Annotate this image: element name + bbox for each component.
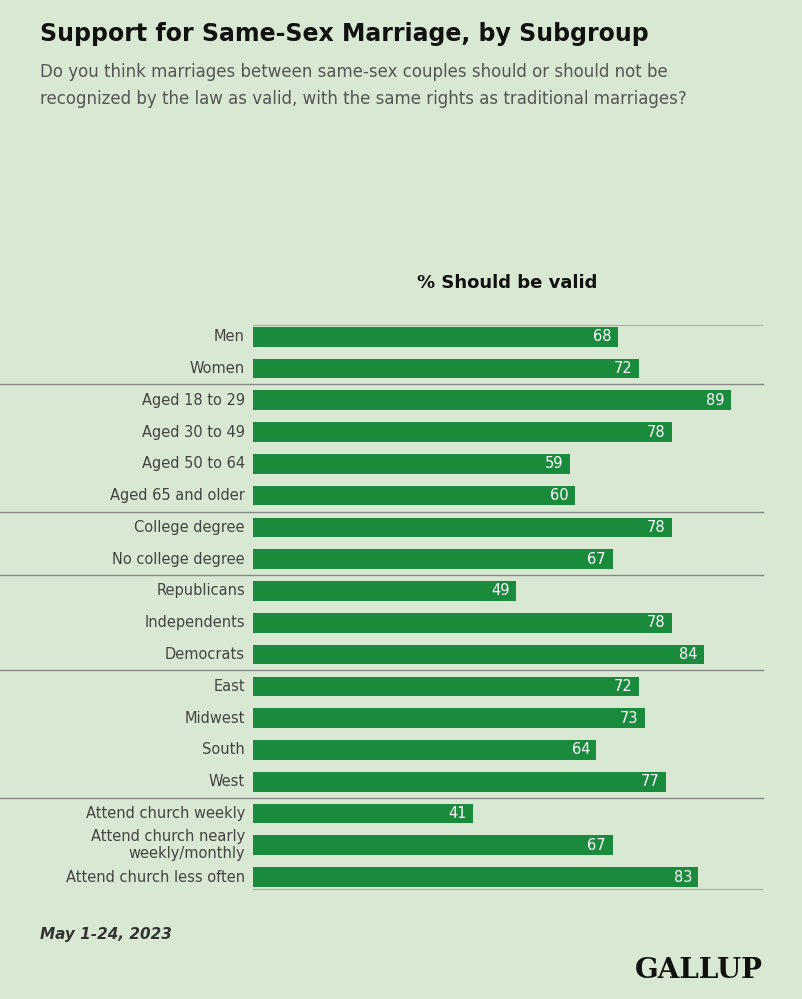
Text: 49: 49 <box>490 583 509 598</box>
Bar <box>253 454 569 474</box>
Bar <box>253 772 666 791</box>
Text: 67: 67 <box>587 838 606 853</box>
Text: recognized by the law as valid, with the same rights as traditional marriages?: recognized by the law as valid, with the… <box>40 90 686 108</box>
Bar <box>253 486 574 505</box>
Bar <box>253 644 703 664</box>
Text: May 1-24, 2023: May 1-24, 2023 <box>40 927 172 942</box>
Text: 77: 77 <box>640 774 659 789</box>
Text: % Should be valid: % Should be valid <box>417 274 597 292</box>
Text: 72: 72 <box>614 679 632 694</box>
Text: 84: 84 <box>678 647 696 662</box>
Bar <box>253 391 730 411</box>
Text: Support for Same-Sex Marriage, by Subgroup: Support for Same-Sex Marriage, by Subgro… <box>40 22 648 46</box>
Text: Aged 30 to 49: Aged 30 to 49 <box>142 425 245 440</box>
Text: Attend church weekly: Attend church weekly <box>86 806 245 821</box>
Bar <box>253 803 472 823</box>
Text: 89: 89 <box>705 393 723 408</box>
Bar <box>253 581 516 600</box>
Bar <box>253 613 670 632</box>
Text: GALLUP: GALLUP <box>634 957 762 984</box>
Text: Attend church nearly
weekly/monthly: Attend church nearly weekly/monthly <box>91 829 245 861</box>
Text: West: West <box>209 774 245 789</box>
Text: 41: 41 <box>448 806 466 821</box>
Text: Aged 18 to 29: Aged 18 to 29 <box>142 393 245 408</box>
Bar <box>253 517 670 537</box>
Bar <box>253 423 670 442</box>
Text: Aged 50 to 64: Aged 50 to 64 <box>142 457 245 472</box>
Text: College degree: College degree <box>134 519 245 534</box>
Text: East: East <box>213 679 245 694</box>
Bar <box>253 740 596 760</box>
Bar <box>253 708 644 728</box>
Bar <box>253 549 612 569</box>
Text: 73: 73 <box>619 710 638 725</box>
Text: 68: 68 <box>592 330 611 345</box>
Text: 78: 78 <box>646 425 664 440</box>
Text: Independents: Independents <box>144 615 245 630</box>
Text: Democrats: Democrats <box>164 647 245 662</box>
Text: Women: Women <box>189 361 245 376</box>
Text: 64: 64 <box>571 742 589 757</box>
Text: South: South <box>202 742 245 757</box>
Bar <box>253 676 638 696</box>
Text: Attend church less often: Attend church less often <box>66 869 245 884</box>
Text: Republicans: Republicans <box>156 583 245 598</box>
Bar <box>253 835 612 855</box>
Text: 60: 60 <box>549 489 568 503</box>
Text: Do you think marriages between same-sex couples should or should not be: Do you think marriages between same-sex … <box>40 63 667 81</box>
Text: 59: 59 <box>544 457 562 472</box>
Bar <box>253 327 618 347</box>
Text: Men: Men <box>214 330 245 345</box>
Text: No college degree: No college degree <box>112 551 245 566</box>
Bar <box>253 867 698 887</box>
Text: Midwest: Midwest <box>184 710 245 725</box>
Text: 78: 78 <box>646 519 664 534</box>
Text: 72: 72 <box>614 361 632 376</box>
Text: Aged 65 and older: Aged 65 and older <box>110 489 245 503</box>
Bar <box>253 359 638 379</box>
Text: 67: 67 <box>587 551 606 566</box>
Text: 83: 83 <box>673 869 691 884</box>
Text: 78: 78 <box>646 615 664 630</box>
